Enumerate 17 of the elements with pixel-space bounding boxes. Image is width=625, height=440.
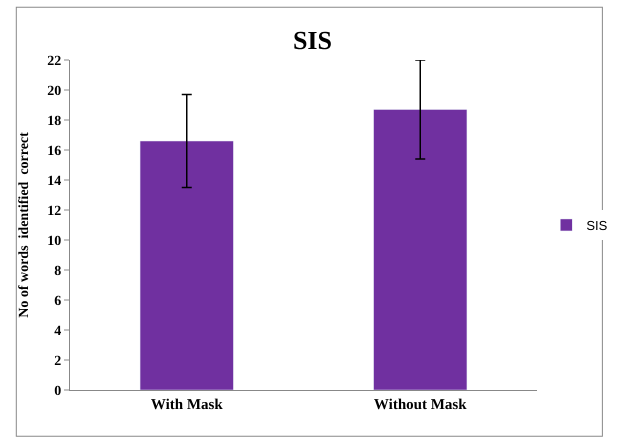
y-axis-title: No of words identified correct (16, 132, 32, 318)
y-tick-label: 12 (47, 204, 62, 219)
y-tick-label: 4 (54, 324, 62, 339)
y-tick-label: 14 (47, 174, 62, 189)
y-tick-label: 10 (47, 234, 62, 249)
y-tick-label: 20 (47, 84, 62, 99)
x-tick-label: Without Mask (374, 397, 468, 413)
chart-title: SIS (292, 26, 332, 55)
y-tick-label: 2 (54, 354, 62, 369)
y-tick-label: 22 (47, 54, 62, 69)
y-tick-label: 18 (47, 114, 62, 129)
y-tick-label: 16 (47, 144, 62, 159)
x-tick-label: With Mask (150, 397, 224, 413)
y-tick-label: 6 (54, 294, 62, 309)
y-tick-label: 8 (54, 264, 62, 279)
legend-label: SIS (586, 218, 608, 234)
y-tick-label: 0 (54, 384, 62, 399)
